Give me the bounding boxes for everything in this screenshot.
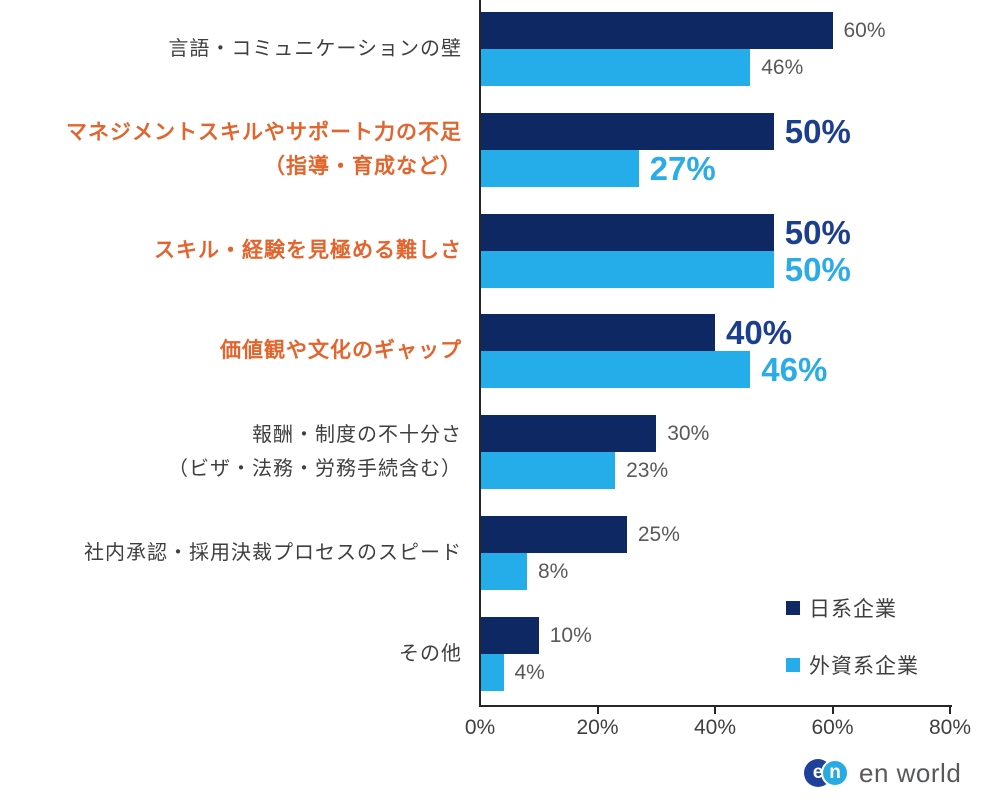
category-label: その他 — [399, 642, 462, 665]
bar-series-0 — [480, 213, 774, 251]
value-label: 23% — [626, 459, 669, 482]
en-world-logo-icon: e n — [804, 758, 852, 789]
bar-series-1 — [480, 653, 504, 691]
category-label: 価値観や文化のギャップ — [220, 339, 462, 363]
tick-mark — [831, 707, 834, 714]
category-label: マネジメントスキルやサポート力の不足 （指導・育成など） — [66, 120, 462, 178]
legend-label: 外資系企業 — [809, 655, 919, 678]
chart-row: 社内承認・採用決裁プロセスのスピード 25% 8% — [0, 515, 1007, 590]
value-label: 8% — [538, 559, 569, 583]
tick-mark — [714, 707, 716, 714]
value-label: 4% — [514, 660, 545, 684]
category-label: 報酬・制度の不十分さ （ビザ・法務・労務手続含む） — [168, 424, 462, 480]
x-axis-line — [479, 705, 952, 707]
legend-swatch-cyan — [786, 658, 800, 672]
bar-series-1 — [480, 552, 527, 590]
tick-label: 0% — [464, 716, 496, 739]
legend-item-japanese-companies: 日系企業 — [786, 596, 919, 621]
tick-label: 60% — [811, 716, 854, 739]
bar-series-0 — [480, 12, 833, 49]
legend-label: 日系企業 — [809, 598, 897, 621]
logo-text: en world — [859, 758, 962, 788]
bar-series-1 — [480, 351, 751, 389]
category-label: スキル・経験を見極める難しさ — [154, 238, 462, 262]
chart-row: 言語・コミュニケーションの壁 60% 46% — [0, 12, 1007, 86]
value-label: 40% — [726, 314, 793, 352]
legend-item-foreign-companies: 外資系企業 — [786, 653, 919, 678]
chart-row: 報酬・制度の不十分さ （ビザ・法務・労務手続含む） 30% 23% — [0, 415, 1007, 489]
bar-series-1 — [480, 49, 751, 86]
bar-series-0 — [480, 515, 627, 553]
legend: 日系企業 外資系企業 — [786, 596, 919, 678]
tick-label: 80% — [928, 716, 972, 739]
tick-mark — [949, 707, 951, 714]
tick-label: 20% — [576, 716, 619, 739]
bar-series-0 — [480, 415, 657, 452]
chart-row: マネジメントスキルやサポート力の不足 （指導・育成など） 50% 27% — [0, 112, 1007, 187]
bar-series-1 — [480, 250, 774, 288]
value-label: 60% — [843, 19, 886, 42]
en-world-logo: e n en world — [804, 758, 961, 789]
value-label: 50% — [784, 250, 851, 288]
value-label: 46% — [761, 56, 804, 79]
value-label: 50% — [784, 213, 851, 251]
logo-circle-n: n — [821, 758, 849, 787]
category-label: 社内承認・採用決裁プロセスのスピード — [84, 541, 462, 564]
bar-series-0 — [480, 314, 715, 352]
value-label: 25% — [637, 522, 680, 546]
value-label: 10% — [549, 623, 592, 647]
chart-row: スキル・経験を見極める難しさ 50% 50% — [0, 213, 1007, 288]
bar-series-1 — [480, 452, 616, 489]
legend-swatch-navy — [786, 601, 800, 615]
value-label: 30% — [667, 422, 710, 445]
y-axis-line — [479, 0, 481, 707]
value-label: 50% — [784, 112, 851, 150]
value-label: 27% — [649, 149, 716, 187]
bar-series-0 — [480, 616, 539, 654]
value-label: 46% — [761, 351, 828, 389]
tick-label: 40% — [693, 716, 737, 739]
bar-series-1 — [480, 149, 639, 187]
chart-row: その他 10% 4% — [0, 616, 1007, 691]
bar-series-0 — [480, 112, 774, 150]
tick-mark — [596, 707, 599, 714]
category-label: 言語・コミュニケーションの壁 — [168, 38, 462, 60]
chart-row: 価値観や文化のギャップ 40% 46% — [0, 314, 1007, 389]
